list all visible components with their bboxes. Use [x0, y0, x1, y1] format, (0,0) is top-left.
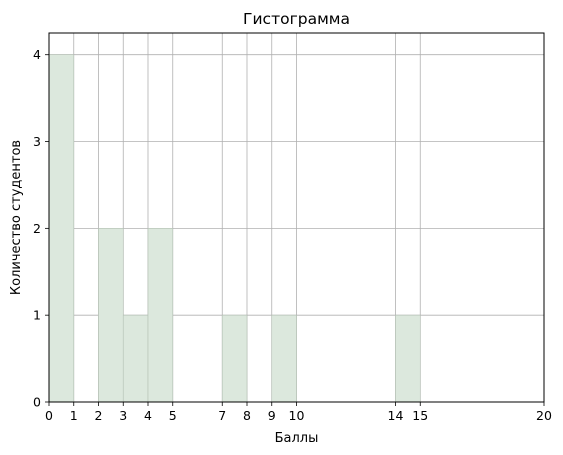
x-tick-label: 5 — [169, 408, 177, 423]
axis-ticks: 0 1 2 3 4 5 7 8 9 10 14 15 20 0 1 2 3 4 — [33, 47, 552, 423]
histogram-bar — [48, 54, 75, 403]
x-tick-label: 7 — [218, 408, 226, 423]
x-tick-label: 4 — [144, 408, 152, 423]
histogram-bar — [271, 314, 297, 403]
y-tick-label: 4 — [33, 47, 41, 62]
x-tick-label: 8 — [243, 408, 251, 423]
histogram-bar — [221, 314, 248, 403]
y-axis-label: Количество студентов — [9, 140, 24, 295]
y-tick-label: 1 — [33, 308, 41, 323]
histogram-bars — [48, 54, 421, 403]
x-tick-label: 20 — [536, 408, 552, 423]
histogram-bar — [395, 314, 421, 403]
x-tick-label: 3 — [119, 408, 127, 423]
x-tick-label: 0 — [45, 408, 53, 423]
chart-title: Гистограмма — [243, 10, 350, 28]
histogram-bar — [98, 228, 124, 403]
histogram-bar — [147, 228, 174, 403]
x-tick-label: 10 — [289, 408, 305, 423]
x-tick-label: 2 — [95, 408, 103, 423]
x-tick-label: 15 — [412, 408, 428, 423]
histogram-bar — [122, 314, 149, 403]
y-tick-label: 3 — [33, 134, 41, 149]
x-tick-label: 9 — [268, 408, 276, 423]
x-tick-label: 1 — [70, 408, 78, 423]
y-tick-label: 2 — [33, 221, 41, 236]
y-tick-label: 0 — [33, 395, 41, 410]
x-axis-label: Баллы — [275, 431, 319, 446]
x-tick-label: 14 — [388, 408, 404, 423]
